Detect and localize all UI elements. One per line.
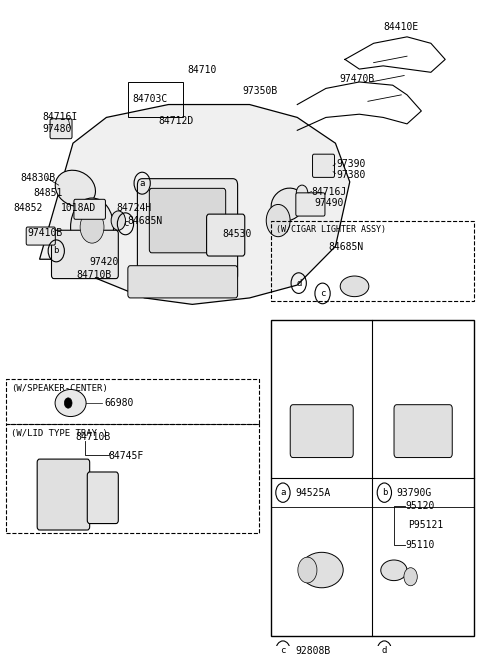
Circle shape [296, 185, 308, 201]
Text: 84710: 84710 [188, 66, 217, 75]
Text: 84703C: 84703C [132, 94, 168, 104]
FancyBboxPatch shape [37, 459, 90, 530]
Text: 84851: 84851 [34, 188, 63, 199]
Text: 84710B: 84710B [75, 432, 110, 441]
Text: 97410B: 97410B [28, 228, 63, 239]
Text: c: c [320, 289, 325, 298]
Text: 97420: 97420 [90, 257, 119, 267]
FancyBboxPatch shape [26, 227, 55, 245]
Text: (W/LID TYPE TRAY ): (W/LID TYPE TRAY ) [11, 429, 108, 438]
Text: 92808B: 92808B [295, 646, 330, 655]
Ellipse shape [55, 390, 86, 417]
Ellipse shape [340, 276, 369, 297]
PathPatch shape [39, 104, 350, 304]
FancyBboxPatch shape [206, 214, 245, 256]
Ellipse shape [381, 560, 407, 581]
FancyBboxPatch shape [74, 199, 106, 219]
Text: a: a [140, 178, 145, 188]
Text: 84716J: 84716J [312, 186, 347, 197]
Text: 95120: 95120 [406, 501, 435, 511]
Text: 95110: 95110 [406, 539, 435, 550]
FancyBboxPatch shape [312, 154, 335, 177]
Text: 97490: 97490 [314, 197, 343, 207]
Circle shape [71, 198, 114, 256]
Circle shape [111, 211, 125, 230]
FancyBboxPatch shape [87, 472, 118, 523]
FancyBboxPatch shape [137, 178, 238, 282]
Text: (W/SPEAKER-CENTER): (W/SPEAKER-CENTER) [11, 384, 108, 393]
FancyBboxPatch shape [290, 405, 353, 457]
Text: 97480: 97480 [42, 124, 72, 134]
Ellipse shape [298, 557, 317, 583]
Text: (W/CIGAR LIGHTER ASSY): (W/CIGAR LIGHTER ASSY) [276, 225, 386, 234]
Ellipse shape [55, 171, 96, 207]
Text: 84685N: 84685N [328, 241, 363, 252]
Circle shape [64, 398, 72, 408]
Text: c: c [123, 219, 128, 228]
Ellipse shape [271, 188, 304, 221]
Text: 84685N: 84685N [127, 216, 162, 226]
FancyBboxPatch shape [51, 230, 118, 279]
Text: 84745F: 84745F [109, 451, 144, 461]
Text: b: b [382, 488, 387, 497]
Circle shape [80, 211, 104, 243]
Text: 84716I: 84716I [42, 112, 77, 123]
Text: 94525A: 94525A [295, 487, 330, 498]
Text: 1018AD: 1018AD [61, 203, 96, 213]
Circle shape [404, 567, 417, 586]
Text: P95121: P95121 [408, 520, 444, 530]
Text: 84830B: 84830B [21, 173, 56, 183]
FancyBboxPatch shape [394, 405, 452, 457]
Text: 97380: 97380 [336, 171, 366, 180]
Text: 97390: 97390 [336, 159, 366, 169]
FancyBboxPatch shape [296, 193, 325, 216]
FancyBboxPatch shape [149, 188, 226, 253]
Text: b: b [54, 247, 59, 255]
Text: a: a [280, 488, 286, 497]
FancyBboxPatch shape [128, 266, 238, 298]
Text: d: d [296, 279, 301, 287]
Text: 84410E: 84410E [383, 22, 419, 32]
Text: 84710B: 84710B [77, 270, 112, 279]
Text: 84530: 84530 [222, 229, 252, 239]
Text: 84852: 84852 [14, 203, 43, 213]
Text: 97470B: 97470B [339, 73, 374, 84]
Text: 97350B: 97350B [242, 86, 277, 96]
Text: c: c [280, 646, 286, 655]
Circle shape [266, 205, 290, 237]
Text: 93790G: 93790G [396, 487, 432, 498]
Text: 84712D: 84712D [159, 115, 194, 126]
Text: 84724H: 84724H [116, 203, 151, 213]
Ellipse shape [300, 552, 343, 588]
FancyBboxPatch shape [50, 119, 72, 138]
Text: d: d [382, 646, 387, 655]
Text: 66980: 66980 [104, 398, 133, 408]
